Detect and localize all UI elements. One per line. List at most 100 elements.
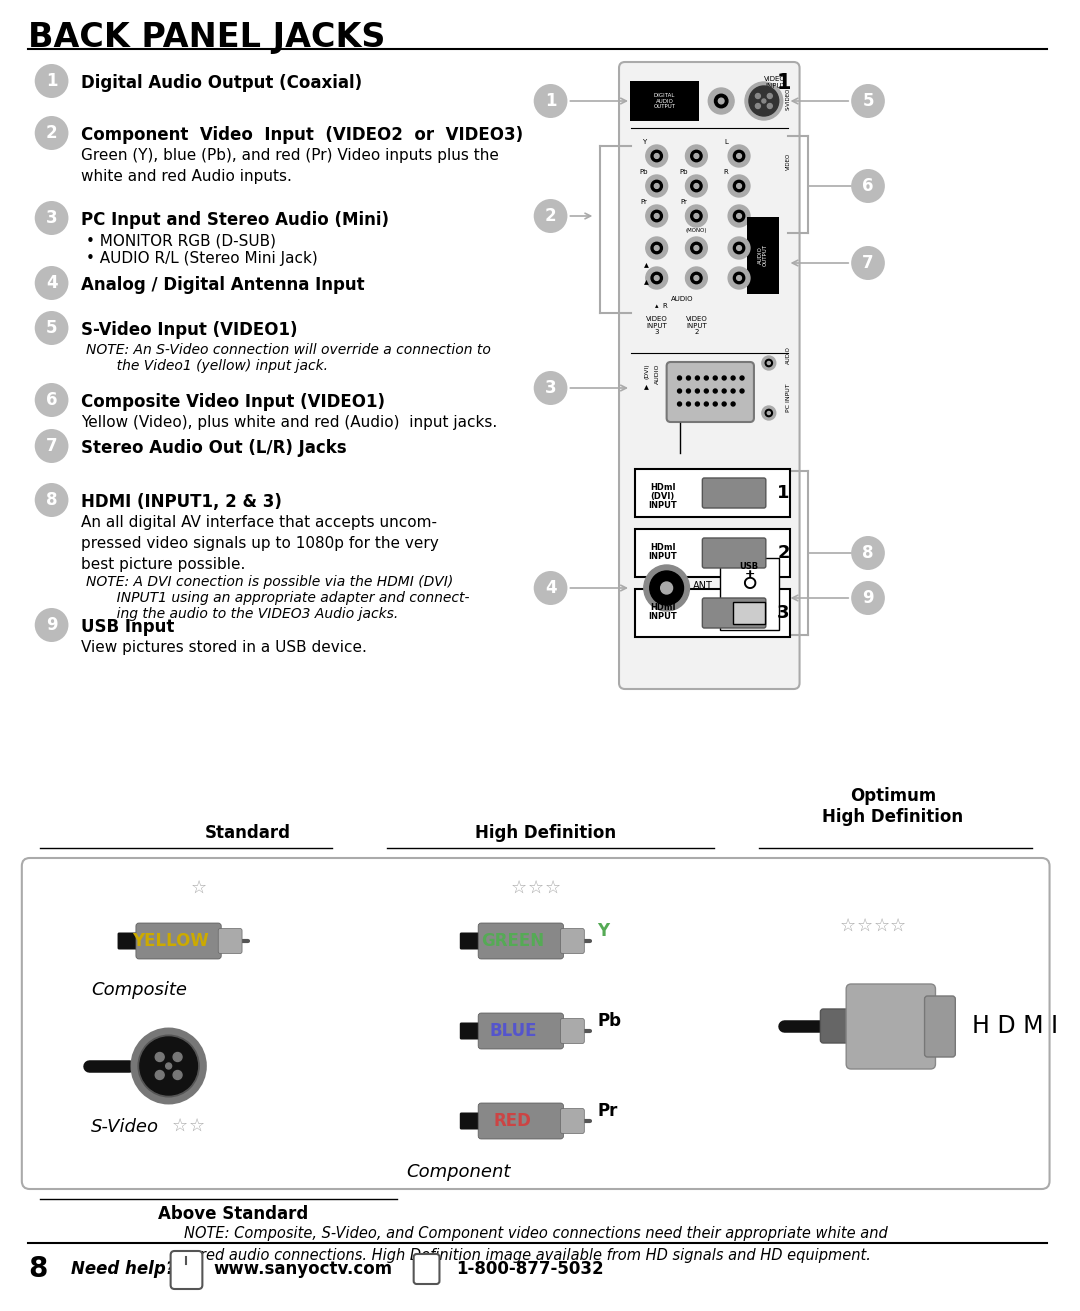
Circle shape <box>733 273 745 283</box>
FancyBboxPatch shape <box>118 932 138 949</box>
Text: Composite Video Input (VIDEO1): Composite Video Input (VIDEO1) <box>81 393 386 412</box>
Circle shape <box>534 572 567 604</box>
FancyBboxPatch shape <box>561 1019 584 1044</box>
FancyBboxPatch shape <box>171 1251 202 1289</box>
Text: 7: 7 <box>45 437 57 455</box>
Text: 1: 1 <box>45 72 57 90</box>
Text: 6: 6 <box>862 177 874 195</box>
Circle shape <box>651 273 662 283</box>
Text: HDmI
INPUT: HDmI INPUT <box>648 543 677 561</box>
FancyBboxPatch shape <box>22 857 1050 1189</box>
Text: Component: Component <box>407 1163 511 1181</box>
FancyBboxPatch shape <box>720 558 779 631</box>
Text: AUDIO: AUDIO <box>656 363 660 384</box>
Circle shape <box>851 536 885 570</box>
Circle shape <box>35 608 68 642</box>
Circle shape <box>35 311 68 345</box>
Circle shape <box>687 389 690 393</box>
FancyBboxPatch shape <box>702 598 766 628</box>
FancyBboxPatch shape <box>847 985 935 1068</box>
Circle shape <box>691 181 702 191</box>
Text: PC Input and Stereo Audio (Mini): PC Input and Stereo Audio (Mini) <box>81 211 390 229</box>
Text: Pr: Pr <box>680 199 687 205</box>
FancyBboxPatch shape <box>635 469 789 517</box>
Text: ANT: ANT <box>692 581 713 591</box>
Text: 4: 4 <box>544 579 556 597</box>
Circle shape <box>728 205 750 227</box>
Circle shape <box>35 429 68 463</box>
FancyBboxPatch shape <box>561 928 584 953</box>
Text: ☆: ☆ <box>172 1117 188 1135</box>
Text: Pr: Pr <box>597 1103 618 1120</box>
FancyBboxPatch shape <box>136 923 221 960</box>
Circle shape <box>654 214 659 219</box>
Text: 1: 1 <box>778 73 792 93</box>
Text: Pb: Pb <box>597 1012 621 1030</box>
Text: Analog / Digital Antenna Input: Analog / Digital Antenna Input <box>81 277 365 294</box>
Circle shape <box>733 243 745 254</box>
Circle shape <box>733 210 745 222</box>
Circle shape <box>35 64 68 98</box>
Text: 1-800-877-5032: 1-800-877-5032 <box>457 1260 604 1278</box>
Text: • AUDIO R/L (Stereo Mini Jack): • AUDIO R/L (Stereo Mini Jack) <box>86 250 318 266</box>
Circle shape <box>687 402 690 406</box>
Circle shape <box>156 1071 164 1079</box>
Text: • MONITOR RGB (D-SUB): • MONITOR RGB (D-SUB) <box>86 233 276 248</box>
Text: ▴: ▴ <box>645 277 649 286</box>
Text: ☆: ☆ <box>190 878 206 897</box>
Circle shape <box>646 267 667 288</box>
Text: 2: 2 <box>45 125 57 142</box>
Circle shape <box>694 245 699 250</box>
Circle shape <box>718 98 724 104</box>
Text: (DVI): (DVI) <box>645 363 649 379</box>
Circle shape <box>723 402 726 406</box>
FancyBboxPatch shape <box>821 1009 854 1044</box>
Circle shape <box>534 199 567 233</box>
Circle shape <box>651 210 662 222</box>
Circle shape <box>687 376 690 380</box>
Circle shape <box>691 243 702 254</box>
Circle shape <box>654 245 659 250</box>
Circle shape <box>691 151 702 161</box>
Circle shape <box>704 376 708 380</box>
Circle shape <box>745 83 783 121</box>
Text: USB Input: USB Input <box>81 617 175 636</box>
Circle shape <box>165 1063 172 1068</box>
Circle shape <box>654 184 659 189</box>
Text: Composite: Composite <box>92 981 187 999</box>
Text: INPUT1 using an appropriate adapter and connect-: INPUT1 using an appropriate adapter and … <box>86 591 470 604</box>
Circle shape <box>696 402 700 406</box>
Circle shape <box>694 275 699 281</box>
Circle shape <box>651 151 662 161</box>
Circle shape <box>691 273 702 283</box>
Circle shape <box>534 371 567 405</box>
Circle shape <box>704 402 708 406</box>
Text: Green (Y), blue (Pb), and red (Pr) Video inputs plus the
white and red Audio inp: Green (Y), blue (Pb), and red (Pr) Video… <box>81 148 499 184</box>
Text: VIDEO
INPUT
3: VIDEO INPUT 3 <box>646 316 667 336</box>
Text: ☆: ☆ <box>839 916 855 935</box>
Circle shape <box>851 169 885 203</box>
Text: HDMI (INPUT1, 2 & 3): HDMI (INPUT1, 2 & 3) <box>81 493 282 511</box>
Circle shape <box>723 376 726 380</box>
Circle shape <box>761 357 775 370</box>
Text: ☆: ☆ <box>890 916 906 935</box>
Circle shape <box>694 184 699 189</box>
Text: ☆: ☆ <box>856 916 873 935</box>
Text: BACK PANEL JACKS: BACK PANEL JACKS <box>28 21 386 54</box>
Text: Stereo Audio Out (L/R) Jacks: Stereo Audio Out (L/R) Jacks <box>81 439 347 458</box>
Circle shape <box>740 376 744 380</box>
FancyBboxPatch shape <box>460 932 481 949</box>
Text: 2: 2 <box>544 207 556 225</box>
Text: 6: 6 <box>45 391 57 409</box>
Circle shape <box>767 412 770 414</box>
FancyBboxPatch shape <box>666 362 754 422</box>
Circle shape <box>650 572 684 604</box>
Circle shape <box>646 146 667 166</box>
Circle shape <box>733 181 745 191</box>
Circle shape <box>851 246 885 281</box>
FancyBboxPatch shape <box>924 996 956 1057</box>
Circle shape <box>35 115 68 149</box>
Circle shape <box>35 266 68 300</box>
Text: S-Video Input (VIDEO1): S-Video Input (VIDEO1) <box>81 321 298 340</box>
Circle shape <box>766 409 772 417</box>
